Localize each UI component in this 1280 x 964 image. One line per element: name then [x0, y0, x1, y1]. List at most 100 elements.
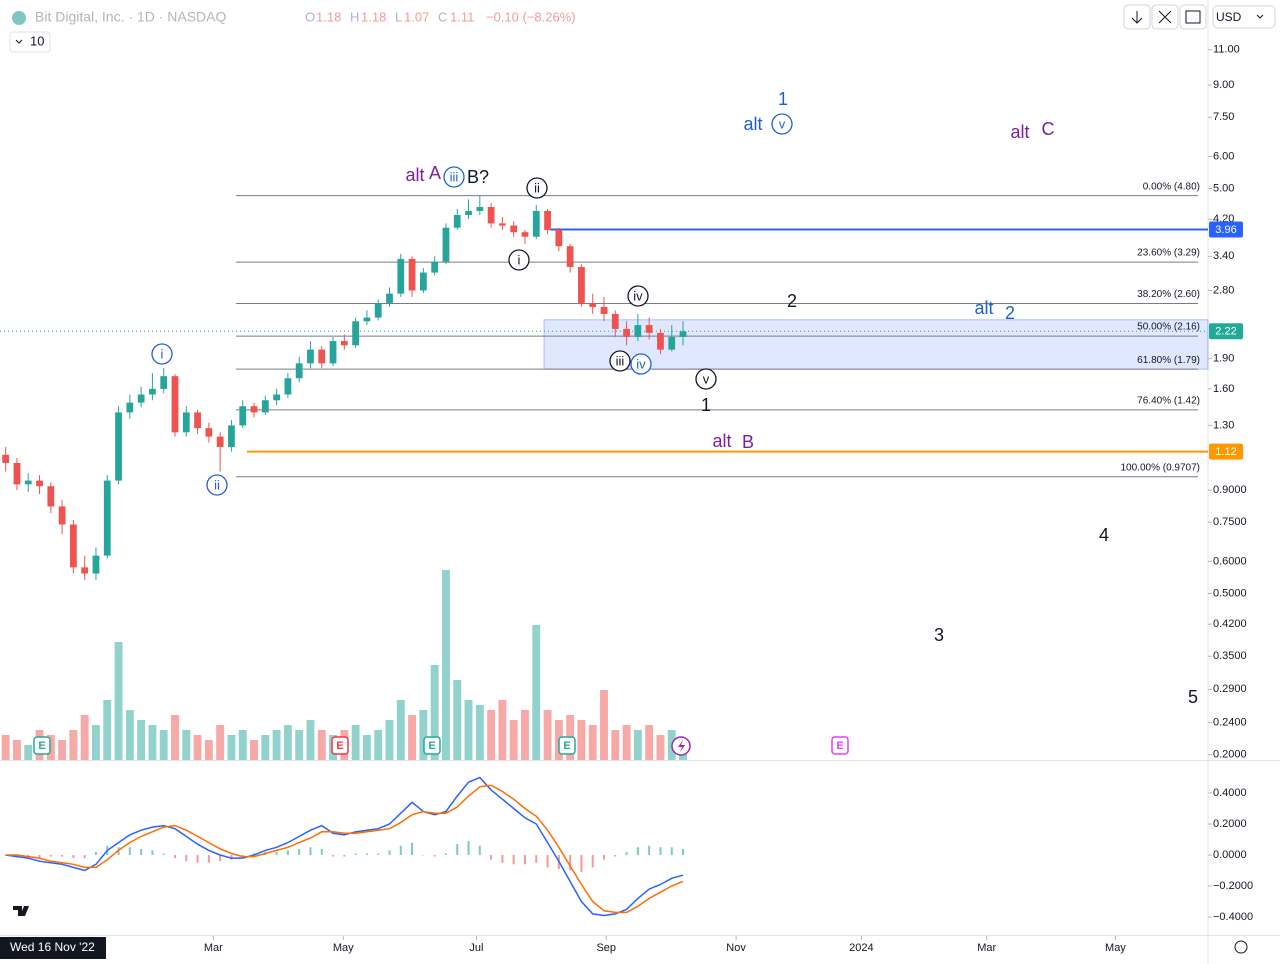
candle-body	[532, 210, 540, 237]
macd-histogram	[196, 855, 199, 863]
candle-body	[521, 232, 529, 237]
y-tick-label: 2.80	[1213, 284, 1234, 296]
currency: USD	[1216, 10, 1242, 24]
indicator-box[interactable]	[9, 31, 51, 53]
macd-histogram	[659, 847, 662, 856]
y-tick-label: 1.90	[1213, 353, 1234, 365]
candle-body	[171, 376, 179, 433]
y-tick-label: 0.2000	[1213, 749, 1247, 761]
candle-body	[499, 223, 506, 226]
candle-body	[92, 555, 100, 574]
candle-body	[239, 406, 247, 426]
wave-label: 1	[778, 89, 788, 109]
wave-label: 4	[1099, 525, 1109, 545]
y-tick-label: 0.6000	[1213, 555, 1247, 567]
x-tick-label: 2024	[849, 942, 873, 954]
candle-body	[126, 402, 134, 413]
candle-body	[578, 266, 585, 304]
y-tick-label: 1.30	[1213, 419, 1234, 431]
macd-histogram	[636, 847, 639, 856]
wave-label: ii	[534, 180, 540, 195]
volume-bar	[137, 720, 146, 760]
volume-bar	[374, 730, 383, 760]
volume-bar	[475, 705, 484, 760]
candle-body	[182, 412, 190, 433]
macd-histogram	[546, 855, 549, 868]
macd-histogram	[343, 855, 346, 857]
macd-histogram	[467, 841, 470, 856]
earnings-marker	[33, 736, 51, 755]
macd-histogram	[365, 853, 368, 856]
y-tick-label: 0.9000	[1213, 484, 1247, 496]
wave-label: ii	[214, 477, 220, 492]
symbol-logo	[12, 11, 26, 25]
earnings-label: E	[38, 740, 45, 752]
candle-body	[386, 293, 393, 304]
candle-body	[510, 225, 518, 233]
wave-label: alt	[974, 298, 993, 318]
volume-bar	[656, 735, 665, 760]
settings-icon[interactable]	[1234, 940, 1248, 954]
wave-circle	[630, 353, 652, 375]
macd-histogram	[670, 847, 673, 856]
main-layer: 11.009.007.506.005.004.203.402.801.901.6…	[2, 44, 1253, 954]
candle-body	[431, 261, 439, 273]
macd-histogram	[83, 855, 86, 859]
price-badge	[1209, 443, 1243, 460]
candle-body	[103, 480, 111, 556]
x-tick-label: Mar	[977, 942, 996, 954]
wave-label: v	[703, 371, 710, 386]
candle-body	[408, 258, 416, 291]
candle-body	[228, 425, 235, 447]
volume-bar	[193, 735, 202, 760]
macd-histogram	[128, 847, 131, 856]
wave-label: iv	[636, 356, 646, 371]
macd-histogram	[512, 855, 515, 865]
volume-bar	[12, 740, 21, 760]
earnings-label: E	[563, 740, 570, 752]
candle-body	[261, 400, 269, 413]
volume-bar	[295, 730, 304, 760]
macd-histogram	[286, 850, 289, 856]
wave-circle	[609, 350, 631, 372]
macd-histogram	[151, 850, 154, 856]
y-tick-label: 0.4200	[1213, 618, 1247, 630]
macd-histogram	[27, 855, 30, 857]
currency-button[interactable]	[1212, 5, 1276, 29]
x-tick-label: May	[333, 942, 354, 954]
earnings-label: E	[428, 740, 435, 752]
wave-circle	[508, 249, 530, 271]
volume-bar	[532, 625, 541, 760]
icon	[1158, 10, 1172, 24]
candle-body	[273, 394, 280, 401]
volume-bar	[633, 730, 642, 760]
volume-bar	[114, 642, 123, 760]
wave-label: 2	[787, 291, 797, 311]
candle-body	[318, 349, 326, 364]
volume-bar	[69, 730, 78, 760]
wave-circle	[627, 285, 649, 307]
candle-body	[555, 229, 563, 247]
volume-bar	[261, 735, 270, 760]
macd-histogram	[456, 844, 459, 856]
macd-line	[5, 776, 684, 917]
volume-bar	[24, 745, 33, 760]
chevron	[1256, 14, 1264, 19]
candle-body	[2, 454, 10, 463]
volume-bar	[204, 740, 213, 760]
volume-bar	[250, 740, 258, 760]
candle-body	[216, 436, 224, 447]
volume-bar	[622, 725, 631, 760]
macd-histogram	[388, 850, 391, 856]
y-tick-label: 0.2400	[1213, 716, 1247, 728]
macd-histogram	[94, 851, 97, 856]
volume-bar	[600, 690, 608, 760]
y-tick-label: 7.50	[1213, 111, 1234, 123]
change-value: −0.10 (−8.26%)	[486, 9, 576, 24]
button[interactable]	[1179, 4, 1207, 30]
candle-body	[329, 341, 337, 364]
candle-body	[679, 331, 687, 337]
x-tick-label: May	[1105, 942, 1126, 954]
wave-label: alt	[743, 114, 762, 134]
